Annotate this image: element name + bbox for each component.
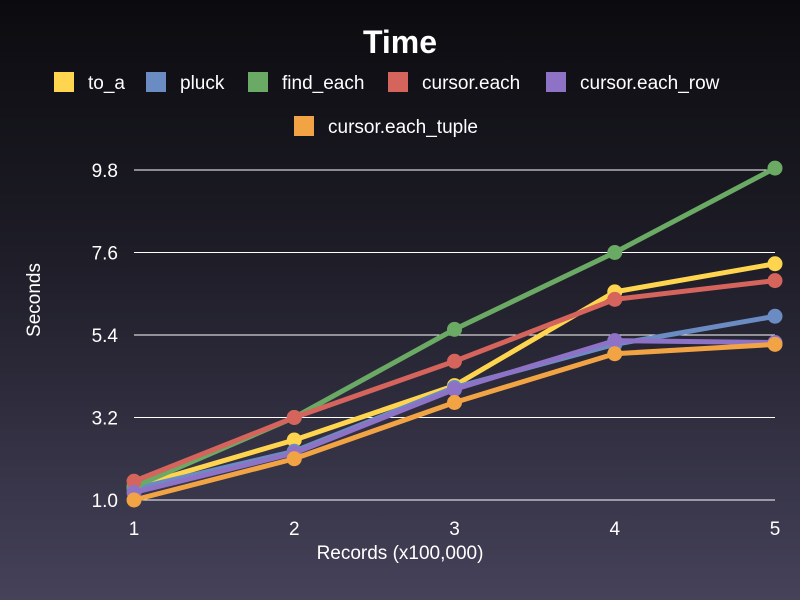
x-tick-label: 5 [770,519,781,540]
legend-label: cursor.each_row [580,73,720,94]
legend-item: to_a [54,72,125,94]
x-tick-label: 3 [449,519,460,540]
series-cursor-each [126,273,783,489]
data-point [767,256,783,272]
legend-item: find_each [248,72,364,94]
legend-label: to_a [88,73,125,94]
data-point [286,410,302,425]
legend-swatch [54,72,74,92]
y-tick-label: 9.8 [92,161,118,182]
x-axis-ticks: 1 2 3 4 5 [129,519,781,540]
series-line [131,261,778,490]
data-point [767,273,783,289]
data-point [447,321,462,337]
legend-item: cursor.each [388,72,520,94]
y-tick-label: 7.6 [92,244,118,265]
legend-swatch [546,72,566,92]
y-axis-label: Seconds [24,263,45,337]
data-point [607,346,623,362]
x-tick-label: 1 [129,519,140,540]
data-point [607,245,623,260]
data-point [447,395,462,410]
legend-swatch [248,72,268,92]
legend-label: cursor.each [422,73,520,94]
data-point [126,473,142,489]
data-point [126,492,142,508]
series-group [126,160,783,508]
y-axis-ticks: 1.0 3.2 5.4 7.6 9.8 [92,161,119,512]
series-cursor-each-tuple [126,336,783,508]
y-tick-label: 5.4 [92,326,119,347]
legend-item: pluck [146,72,225,94]
legend-label: find_each [282,73,364,94]
y-tick-label: 3.2 [92,409,118,430]
data-point [447,353,462,369]
legend-label: cursor.each_tuple [328,117,478,138]
data-point [447,381,462,397]
data-point [607,291,623,307]
data-point [607,333,623,349]
data-point [767,160,783,176]
x-axis-label: Records (x100,000) [317,543,484,564]
y-tick-label: 1.0 [92,491,118,512]
legend-item: cursor.each_tuple [294,116,478,138]
x-tick-label: 2 [289,519,300,540]
legend-item: cursor.each_row [546,72,720,94]
legend-swatch [146,72,166,92]
x-tick-label: 4 [609,519,620,540]
legend-label: pluck [180,73,225,94]
chart-title: Time [363,24,437,60]
data-point [286,432,302,448]
data-point [767,308,783,324]
legend-swatch [388,72,408,92]
data-point [767,336,783,352]
data-point [286,451,302,467]
legend: to_a pluck find_each cursor.each cursor.each… [54,72,720,138]
legend-swatch [294,116,314,136]
